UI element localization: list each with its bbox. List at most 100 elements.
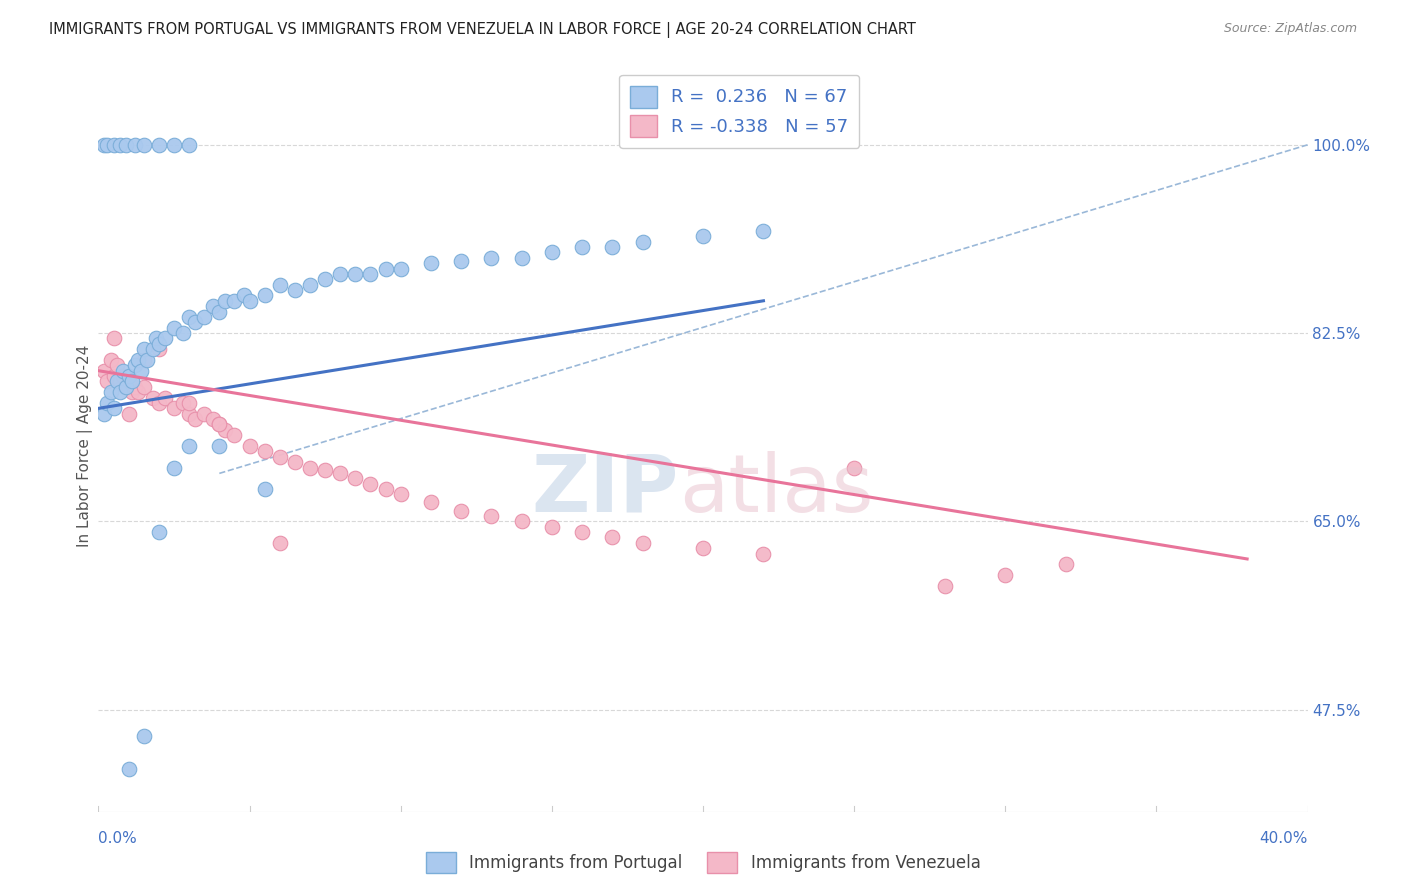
Point xyxy=(540,245,562,260)
Point xyxy=(224,428,246,442)
Point xyxy=(1054,558,1077,572)
Point xyxy=(103,369,125,384)
Point xyxy=(299,277,322,292)
Point xyxy=(360,267,382,281)
Point xyxy=(124,380,146,394)
Point xyxy=(124,359,146,373)
Point xyxy=(93,364,115,378)
Point xyxy=(481,508,503,523)
Point xyxy=(100,385,122,400)
Point xyxy=(163,460,186,475)
Point xyxy=(179,310,201,324)
Point xyxy=(172,326,194,340)
Point xyxy=(148,342,170,356)
Point xyxy=(269,536,291,550)
Point xyxy=(631,235,654,249)
Text: atlas: atlas xyxy=(679,450,873,529)
Point xyxy=(631,536,654,550)
Point xyxy=(420,495,443,509)
Point xyxy=(135,353,157,368)
Point xyxy=(105,375,128,389)
Point xyxy=(132,342,155,356)
Point xyxy=(389,487,412,501)
Point xyxy=(253,444,276,458)
Point xyxy=(481,251,503,265)
Text: Source: ZipAtlas.com: Source: ZipAtlas.com xyxy=(1223,22,1357,36)
Point xyxy=(510,251,533,265)
Point xyxy=(360,476,382,491)
Point xyxy=(179,396,201,410)
Point xyxy=(510,514,533,528)
Point xyxy=(208,439,231,453)
Point xyxy=(239,293,262,308)
Point xyxy=(389,261,412,276)
Point xyxy=(284,455,307,469)
Point xyxy=(450,254,472,268)
Point xyxy=(100,353,122,368)
Point xyxy=(752,547,775,561)
Point xyxy=(132,137,155,152)
Text: ZIP: ZIP xyxy=(531,450,679,529)
Point xyxy=(142,391,165,405)
Point xyxy=(450,503,472,517)
Point xyxy=(208,304,231,318)
Point xyxy=(111,369,134,384)
Point xyxy=(145,331,167,345)
Point xyxy=(163,401,186,416)
Point xyxy=(202,299,225,313)
Point xyxy=(108,375,131,389)
Text: IMMIGRANTS FROM PORTUGAL VS IMMIGRANTS FROM VENEZUELA IN LABOR FORCE | AGE 20-24: IMMIGRANTS FROM PORTUGAL VS IMMIGRANTS F… xyxy=(49,22,917,38)
Point xyxy=(118,369,141,384)
Point xyxy=(934,579,956,593)
Point xyxy=(96,375,118,389)
Point xyxy=(108,137,131,152)
Point xyxy=(374,482,396,496)
Point xyxy=(142,342,165,356)
Point xyxy=(184,412,207,426)
Point xyxy=(121,375,143,389)
Point xyxy=(208,417,231,432)
Point xyxy=(121,385,143,400)
Point xyxy=(253,288,276,302)
Point xyxy=(93,137,115,152)
Point xyxy=(329,267,352,281)
Point xyxy=(752,224,775,238)
Point xyxy=(692,229,714,244)
Point xyxy=(127,385,149,400)
Point xyxy=(224,293,246,308)
Point xyxy=(344,267,367,281)
Point xyxy=(314,272,336,286)
Point xyxy=(179,407,201,421)
Point xyxy=(844,460,866,475)
Point xyxy=(148,137,170,152)
Point xyxy=(179,137,201,152)
Point xyxy=(172,396,194,410)
Point xyxy=(148,524,170,539)
Point xyxy=(994,568,1017,582)
Point xyxy=(103,401,125,416)
Point xyxy=(193,407,215,421)
Point xyxy=(193,310,215,324)
Point xyxy=(163,137,186,152)
Point xyxy=(132,353,155,368)
Point xyxy=(118,762,141,776)
Point xyxy=(153,391,176,405)
Point xyxy=(540,519,562,533)
Point xyxy=(108,385,131,400)
Point xyxy=(148,336,170,351)
Point xyxy=(132,730,155,744)
Point xyxy=(103,331,125,345)
Point xyxy=(96,137,118,152)
Point xyxy=(129,364,152,378)
Point xyxy=(214,423,236,437)
Point xyxy=(114,380,136,394)
Legend: R =  0.236   N = 67, R = -0.338   N = 57: R = 0.236 N = 67, R = -0.338 N = 57 xyxy=(619,75,859,147)
Point xyxy=(111,364,134,378)
Point xyxy=(269,450,291,464)
Point xyxy=(253,482,276,496)
Point xyxy=(118,375,141,389)
Point xyxy=(602,240,624,254)
Point xyxy=(93,407,115,421)
Point xyxy=(202,412,225,426)
Point xyxy=(214,293,236,308)
